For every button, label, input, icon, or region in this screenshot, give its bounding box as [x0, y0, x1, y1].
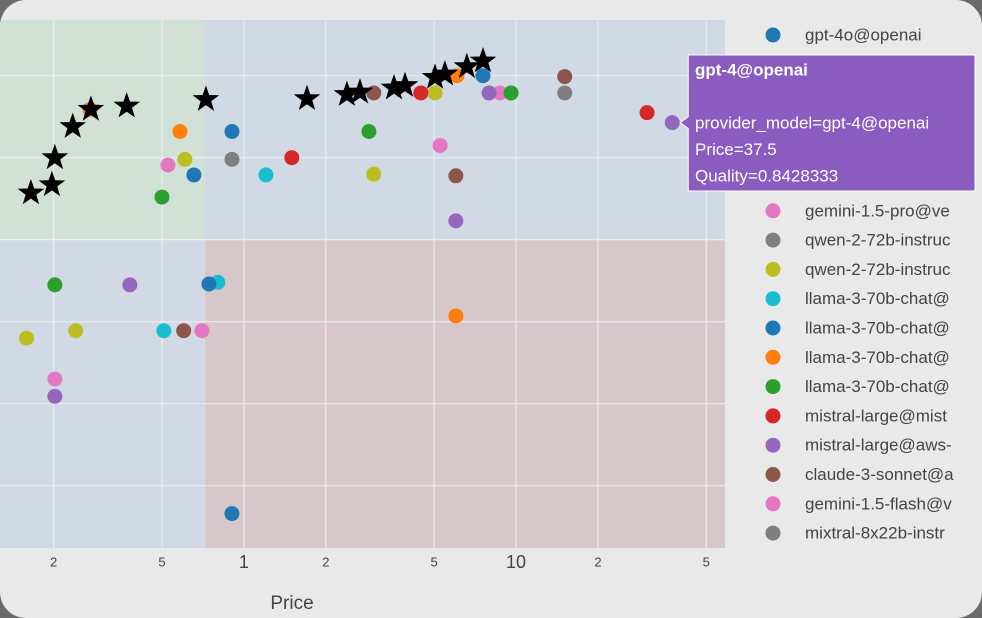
legend-marker: [765, 437, 781, 453]
frontier-star: [391, 71, 419, 97]
point: [47, 388, 63, 404]
point: [224, 151, 240, 167]
point: [47, 277, 63, 293]
point: [68, 323, 84, 339]
x-tick-label: 5: [703, 554, 710, 569]
point: [448, 168, 464, 184]
x-axis-label: Price: [270, 593, 313, 614]
legend-marker: [765, 27, 781, 43]
legend-label: mistral-large@mist: [805, 406, 947, 425]
point: [186, 167, 202, 183]
legend-marker: [765, 203, 781, 219]
hover-box: [679, 54, 976, 192]
frontier-star: [293, 84, 321, 110]
frontier-star: [453, 52, 481, 79]
x-tick-label: 2: [594, 554, 601, 569]
point: [19, 330, 35, 346]
frontier-star: [421, 63, 449, 89]
frontier-star: [333, 80, 361, 106]
x-tick-label: 1: [239, 552, 249, 572]
point: [47, 371, 63, 387]
legend-marker: [765, 525, 781, 541]
good-region: [0, 20, 206, 240]
legend-label: llama-3-70b-chat@: [805, 377, 950, 396]
legend-label: gpt-4o@openai: [805, 25, 922, 44]
legend-label: llama-3-70b-chat@: [805, 348, 950, 367]
x-tick-label: 2: [322, 554, 329, 569]
frontier-star: [431, 60, 459, 86]
point: [448, 308, 464, 324]
point: [224, 506, 240, 522]
frontier-star: [77, 95, 105, 121]
legend-marker: [765, 320, 781, 336]
point: [427, 85, 443, 101]
legend-marker: [765, 496, 781, 512]
legend-label: qwen-2-72b-instruc: [805, 231, 951, 250]
legend-label: mixtral-8x22b-instr: [805, 524, 945, 543]
point: [258, 167, 274, 183]
legend-marker: [765, 232, 781, 248]
point: [366, 166, 382, 182]
point: [448, 213, 464, 229]
legend-marker: [765, 408, 781, 424]
frontier-star: [113, 92, 140, 118]
point: [201, 276, 217, 292]
point: [284, 150, 300, 166]
point: [177, 151, 193, 167]
x-tick-label: 5: [158, 554, 165, 569]
legend-marker: [765, 261, 781, 277]
legend-marker: [765, 349, 781, 365]
point: [194, 323, 210, 339]
legend-label: gemini-1.5-pro@ve: [805, 201, 950, 220]
legend-label: mistral-large@aws-: [805, 436, 952, 455]
x-tick-label: 2: [50, 554, 57, 569]
legend-marker: [765, 467, 781, 482]
frontier-star: [59, 112, 86, 138]
point: [156, 323, 172, 339]
poor-region: [205, 239, 725, 548]
point: [639, 105, 655, 121]
point: [172, 124, 188, 140]
hover-line: Quality=0.8428333: [695, 166, 838, 185]
point: [224, 124, 240, 140]
point: [154, 189, 170, 205]
point: [503, 85, 519, 101]
frontier-star: [192, 85, 220, 111]
point: [557, 69, 573, 85]
point: [160, 157, 176, 173]
legend-label: llama-3-70b-chat@: [805, 289, 950, 308]
point: [176, 323, 192, 339]
legend-label: qwen-2-72b-instruc: [805, 260, 951, 279]
point: [492, 85, 508, 101]
x-tick-label: 10: [506, 552, 526, 572]
frontier-star: [17, 179, 45, 205]
frontier-star: [469, 47, 497, 73]
legend-marker: [765, 379, 781, 395]
x-tick-label: 5: [430, 554, 437, 569]
frontier-star: [41, 143, 69, 170]
point: [361, 124, 377, 140]
legend-label: gemini-1.5-flash@v: [805, 494, 952, 513]
hover-title: gpt-4@openai: [695, 60, 808, 79]
point: [413, 85, 429, 101]
frontier-star: [38, 170, 66, 197]
legend-marker: [765, 291, 781, 307]
frontier-star: [346, 78, 374, 104]
point: [557, 85, 573, 101]
point: [664, 115, 680, 131]
hover-line: provider_model=gpt-4@openai: [695, 113, 929, 132]
hover-line: Price=37.5: [695, 140, 777, 159]
point: [475, 68, 491, 84]
legend-label: claude-3-sonnet@a: [805, 465, 954, 484]
point: [481, 85, 497, 101]
legend-label: llama-3-70b-chat@: [805, 318, 950, 337]
point: [122, 277, 138, 293]
point: [432, 137, 448, 153]
frontier-star: [380, 74, 408, 100]
